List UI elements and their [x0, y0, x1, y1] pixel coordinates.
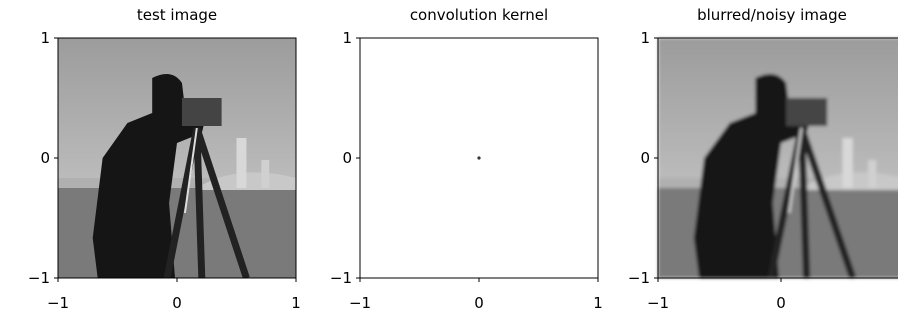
x-tick-label: 1 — [593, 294, 603, 312]
image-2 — [360, 38, 598, 278]
y-tick-label: −1 — [330, 269, 352, 287]
y-tick-label: 1 — [342, 29, 352, 47]
x-tick-label: −1 — [647, 294, 669, 312]
image-1 — [58, 38, 296, 278]
y-tick-label: 0 — [342, 149, 352, 167]
x-tick-label: −1 — [349, 294, 371, 312]
y-tick-label: −1 — [28, 269, 50, 287]
x-tick-label: 1 — [291, 294, 301, 312]
panel-title: convolution kernel — [410, 6, 548, 24]
x-tick-label: 0 — [776, 294, 786, 312]
y-tick-label: 1 — [640, 29, 650, 47]
x-tick-label: −1 — [47, 294, 69, 312]
y-tick-label: −1 — [628, 269, 650, 287]
image-3 — [658, 38, 898, 278]
y-tick-label: 0 — [40, 149, 50, 167]
x-tick-label: 0 — [474, 294, 484, 312]
y-tick-label: 1 — [40, 29, 50, 47]
x-tick-label: 0 — [172, 294, 182, 312]
figure: test image −1 0 1 −1 0 1 convolution kernel −1 0 1… — [0, 0, 898, 316]
panel-title: blurred/noisy image — [697, 6, 847, 24]
panel-title: test image — [137, 6, 217, 24]
y-tick-label: 0 — [640, 149, 650, 167]
